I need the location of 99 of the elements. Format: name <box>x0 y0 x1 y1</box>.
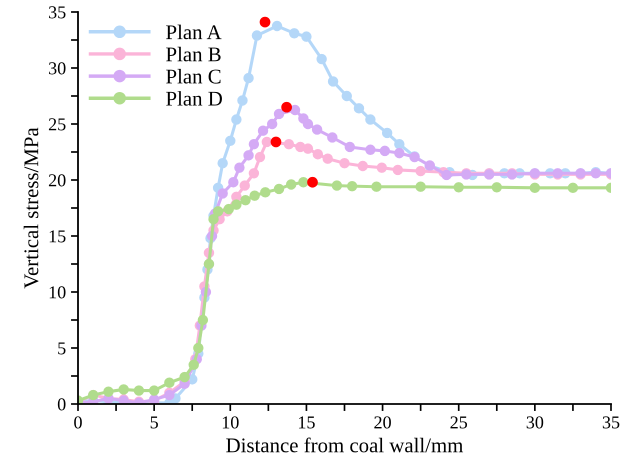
point <box>290 104 300 116</box>
point <box>312 124 322 135</box>
point <box>382 128 392 138</box>
y-tick-label: 5 <box>58 342 66 354</box>
point <box>231 199 242 210</box>
point <box>354 103 364 114</box>
point <box>327 132 338 143</box>
point <box>179 372 190 382</box>
point <box>270 136 282 148</box>
point <box>302 118 314 130</box>
point <box>274 184 284 194</box>
point <box>307 176 318 188</box>
point <box>274 108 284 120</box>
point <box>228 177 239 188</box>
point <box>118 384 129 395</box>
point <box>234 162 245 173</box>
point <box>248 138 260 150</box>
point <box>252 30 262 41</box>
point <box>231 114 242 125</box>
point <box>322 154 333 164</box>
point <box>392 164 404 176</box>
point <box>217 188 228 199</box>
point <box>188 360 199 370</box>
x-tick-label: 35 <box>602 416 620 429</box>
point <box>148 385 160 396</box>
point <box>260 16 270 28</box>
point <box>240 180 250 191</box>
point <box>332 180 342 191</box>
y-tick-label: 15 <box>50 230 66 242</box>
point <box>371 182 382 192</box>
point <box>262 136 272 148</box>
point <box>415 166 426 176</box>
point <box>530 182 540 194</box>
point <box>224 204 234 214</box>
point <box>249 190 260 201</box>
legend-label: Plan D <box>166 91 222 106</box>
legend-label: Plan A <box>166 24 222 40</box>
x-tick-label: 30 <box>526 416 544 429</box>
point <box>217 158 228 168</box>
y-axis-title: Vertical stress/MPa <box>24 128 38 288</box>
point <box>281 102 292 113</box>
point <box>243 150 254 161</box>
x-tick-label: 0 <box>74 416 82 429</box>
point <box>316 54 327 64</box>
point <box>394 138 405 150</box>
point <box>380 146 390 156</box>
point <box>193 342 204 354</box>
point <box>441 170 452 180</box>
legend-label: Plan B <box>166 46 221 62</box>
x-tick-label: 20 <box>374 416 391 429</box>
point <box>376 162 388 173</box>
x-tick-label: 10 <box>222 416 239 429</box>
x-axis-title: Distance from coal wall/mm <box>226 438 464 452</box>
point <box>103 386 114 397</box>
point <box>301 31 312 42</box>
point <box>198 314 208 326</box>
x-tick-label: 15 <box>298 416 315 429</box>
point <box>339 158 350 168</box>
y-tick-label: 35 <box>49 6 66 18</box>
point <box>312 149 324 160</box>
point <box>492 182 502 192</box>
legend-label: Plan C <box>166 68 220 84</box>
point <box>225 136 236 146</box>
point <box>358 160 368 172</box>
x-tick-label: 25 <box>450 416 468 429</box>
y-tick-label: 30 <box>49 62 66 74</box>
point <box>394 148 405 158</box>
point <box>258 126 268 136</box>
point <box>266 118 278 130</box>
point <box>284 138 294 150</box>
point <box>365 144 376 155</box>
point <box>260 187 271 198</box>
point <box>346 180 358 192</box>
y-tick-label: 25 <box>48 118 66 130</box>
point <box>208 214 219 224</box>
point <box>454 182 464 192</box>
point <box>342 90 352 102</box>
point <box>254 152 266 162</box>
point <box>415 182 426 192</box>
x-tick-label: 5 <box>150 416 158 429</box>
point <box>568 182 578 194</box>
point <box>248 168 260 178</box>
point <box>344 142 356 152</box>
point <box>240 194 251 206</box>
y-tick-label: 10 <box>50 286 66 298</box>
y-tick-label: 20 <box>48 174 66 186</box>
point <box>243 72 254 84</box>
point <box>289 28 300 38</box>
point <box>286 179 296 190</box>
point <box>164 378 175 388</box>
y-tick-label: 0 <box>58 398 66 410</box>
point <box>237 95 248 106</box>
point <box>365 114 376 125</box>
point <box>134 385 144 396</box>
point <box>328 76 338 87</box>
point <box>302 143 314 154</box>
point <box>298 177 309 188</box>
point <box>272 20 282 32</box>
point <box>212 206 224 217</box>
